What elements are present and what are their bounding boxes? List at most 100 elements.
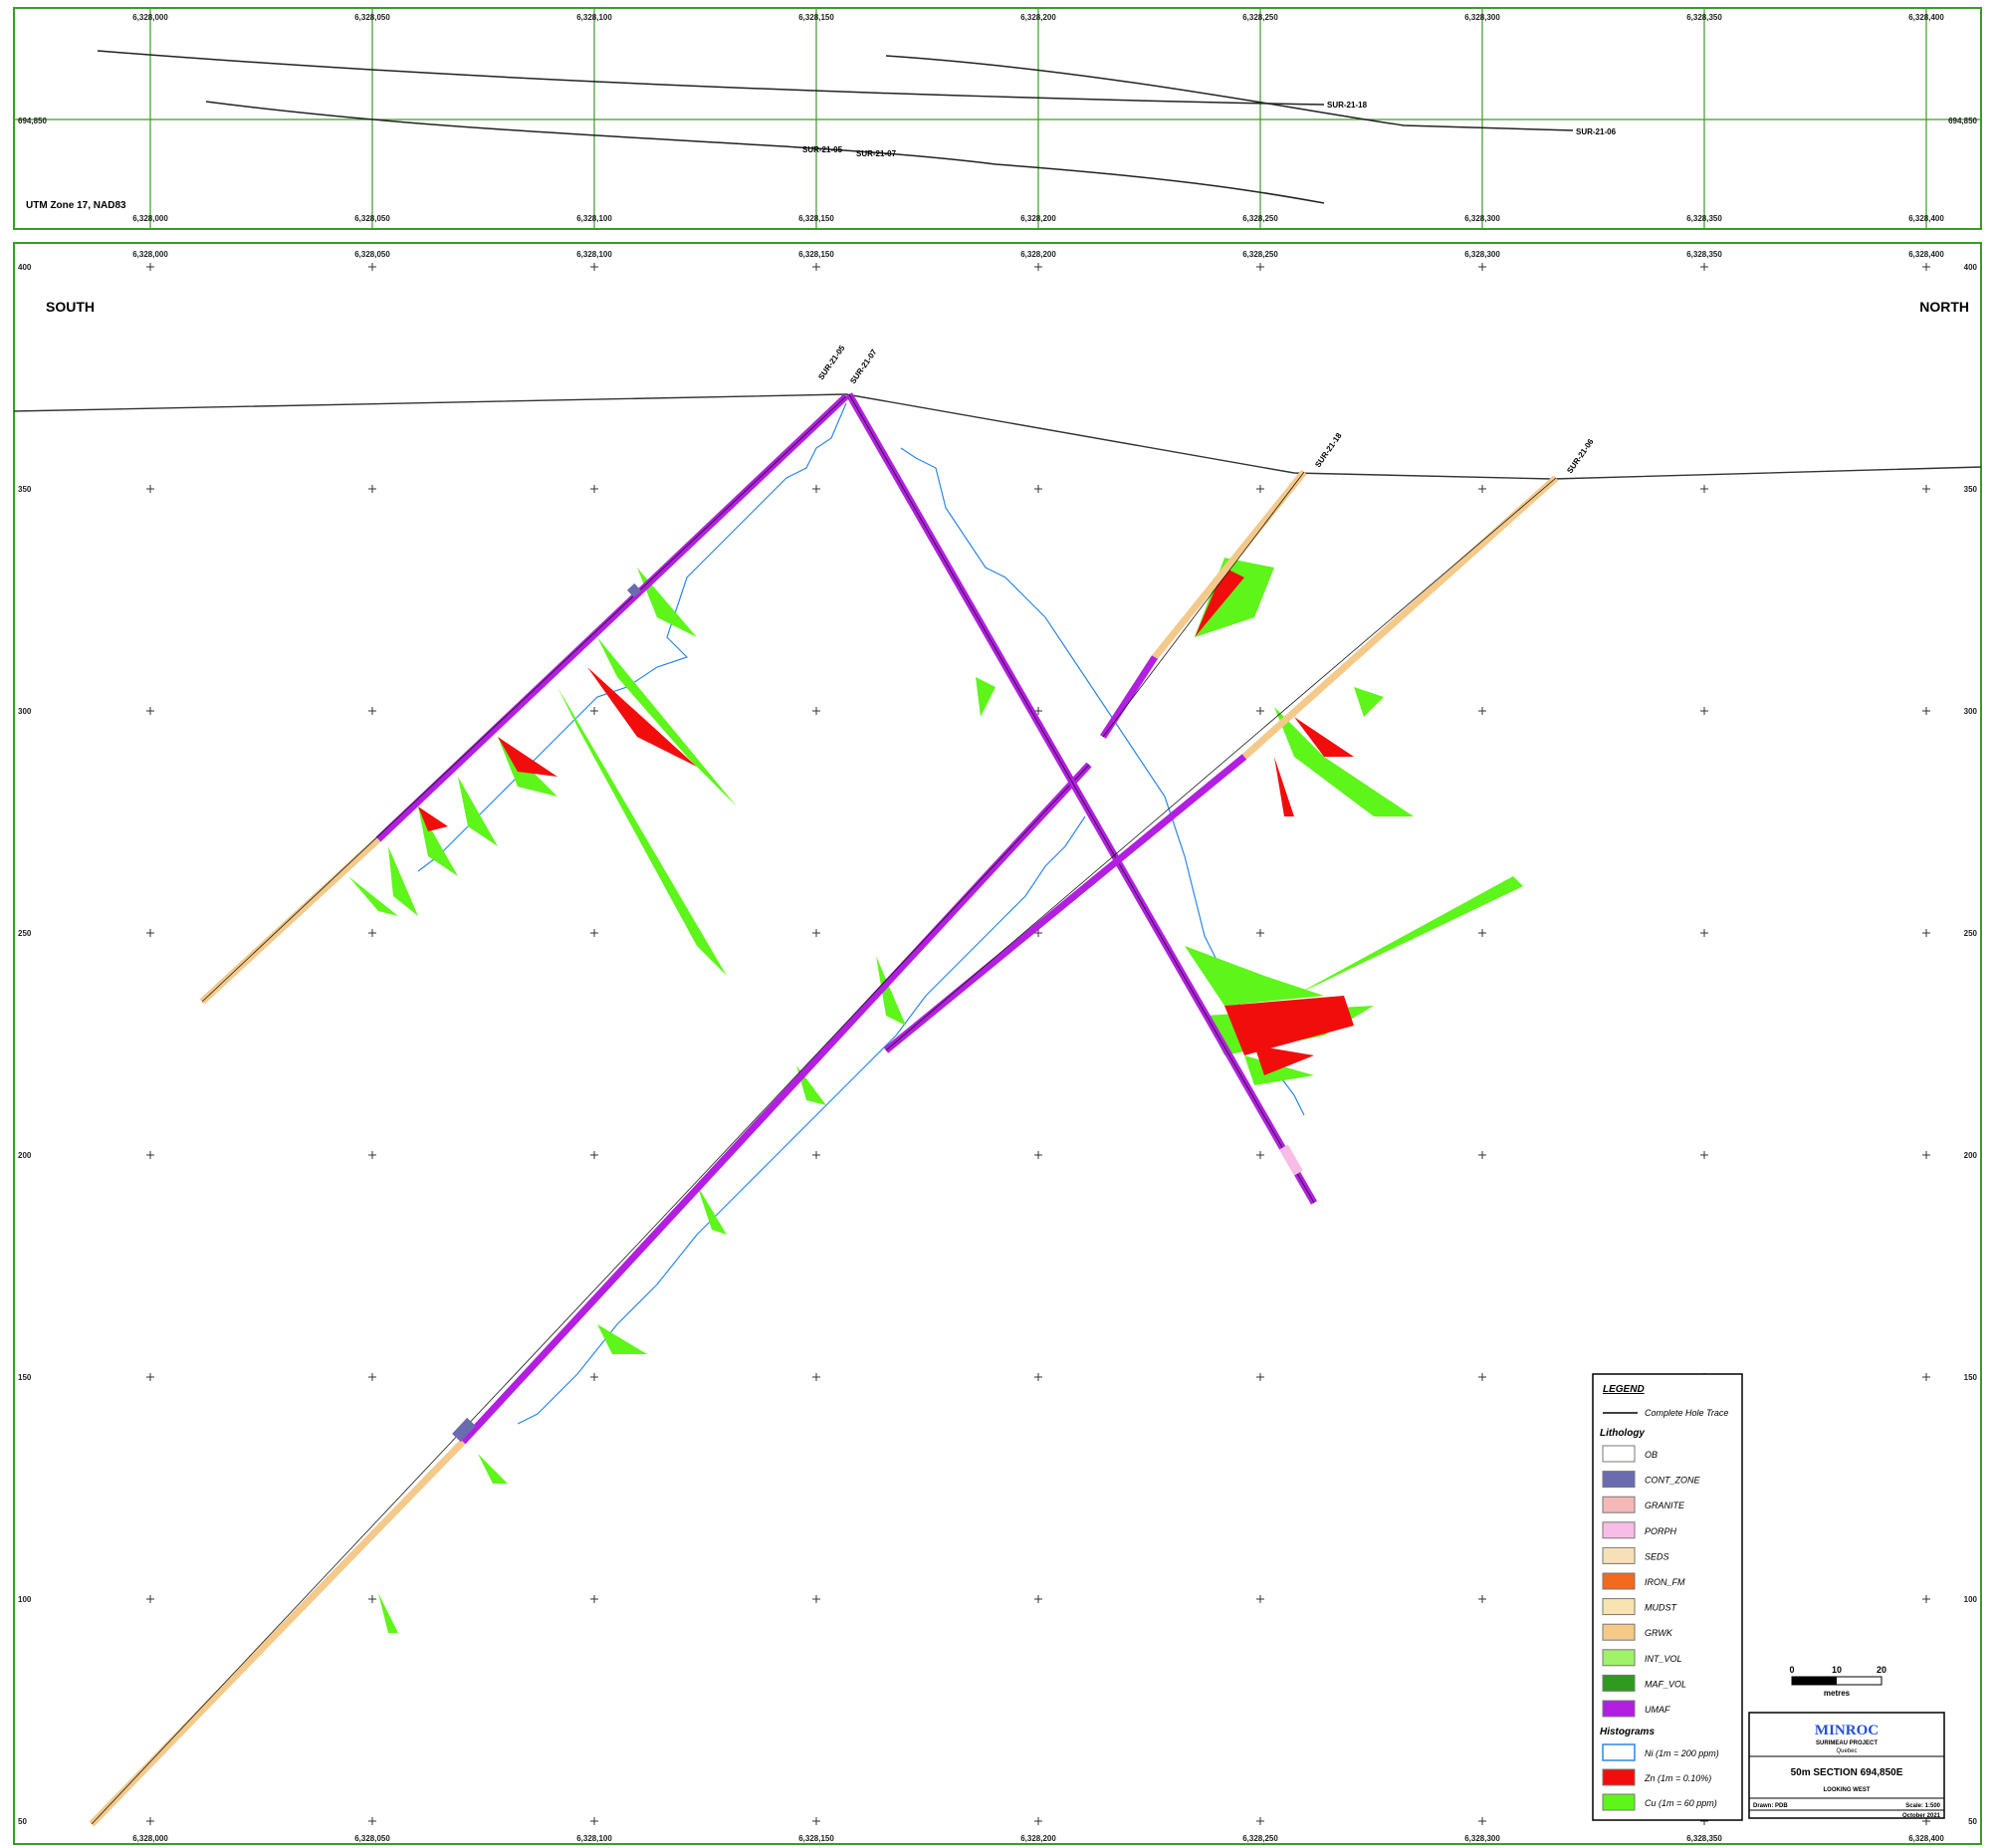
legend-swatch <box>1602 1649 1636 1667</box>
grid-cross <box>1034 1817 1042 1825</box>
section-easting-top: 6,328,000 6,328,050 6,328,100 6,328,150 … <box>132 250 1944 259</box>
grid-cross <box>1922 1373 1930 1381</box>
plan-tick-bottom: 6,328,300 <box>1464 214 1500 223</box>
legend-title: LEGEND <box>1603 1384 1645 1395</box>
scale-unit: metres <box>1824 1689 1851 1698</box>
grid-cross <box>1256 1151 1264 1159</box>
legend-lithology-list: OB CONT_ZONE GRANITE PORPH SEDS IRON_FM MUDST G… <box>1602 1445 1701 1718</box>
scale-tick: 10 <box>1832 1665 1842 1675</box>
grid-cross <box>1922 485 1930 493</box>
elev-tick-right: 400 <box>1964 263 1978 272</box>
plan-hole-label: SUR-21-05 <box>802 145 843 154</box>
grid-cross <box>1034 1595 1042 1603</box>
hole-trace-edge <box>201 395 847 1003</box>
collar-label: SUR-21-07 <box>848 347 879 385</box>
plan-tick-top: 6,328,300 <box>1464 13 1500 22</box>
grid-cross <box>812 485 820 493</box>
hole-trace-grwk <box>199 836 381 1005</box>
collar-label: SUR-21-18 <box>1313 431 1344 469</box>
legend-histogram-swatch <box>1602 1768 1636 1786</box>
section-tick-top: 6,328,200 <box>1020 250 1056 259</box>
legend-histogram-label: Ni (1m = 200 ppm) <box>1645 1748 1719 1758</box>
grid-cross <box>1478 1373 1486 1381</box>
legend-lithology-label: UMAF <box>1645 1705 1670 1715</box>
plan-tick-top: 6,328,400 <box>1908 13 1944 22</box>
legend-histogram-list: Ni (1m = 200 ppm) Zn (1m = 0.10%) Cu (1m =… <box>1602 1743 1719 1811</box>
plan-tick-bottom: 6,328,250 <box>1242 214 1278 223</box>
grid-cross <box>1034 485 1042 493</box>
plan-tick-bottom: 6,328,050 <box>354 214 390 223</box>
view-direction: LOOKING WEST <box>1824 1787 1871 1793</box>
plan-tick-top: 6,328,050 <box>354 13 390 22</box>
plan-hole-label: SUR-21-18 <box>1327 101 1368 110</box>
hole-trace-edge <box>1102 471 1305 738</box>
plan-tick-bottom: 6,328,200 <box>1020 214 1056 223</box>
grid-cross <box>1478 1817 1486 1825</box>
grid-cross <box>146 1373 154 1381</box>
grid-cross <box>368 1151 376 1159</box>
grid-cross <box>1256 1817 1264 1825</box>
elev-tick-left: 150 <box>18 1373 32 1382</box>
grid-cross <box>1034 929 1042 937</box>
scale-tick: 0 <box>1789 1665 1794 1675</box>
drawn-by: Drawn: PDB <box>1753 1803 1788 1809</box>
section-tick-bottom: 6,328,300 <box>1464 1834 1500 1843</box>
grid-cross <box>368 263 376 271</box>
ni-histogram <box>417 402 847 872</box>
section-tick-top: 6,328,050 <box>354 250 390 259</box>
grid-cross <box>146 485 154 493</box>
elev-tick-left: 300 <box>18 707 32 716</box>
elev-tick-right: 250 <box>1964 929 1978 938</box>
plan-tick-top: 6,328,150 <box>798 13 834 22</box>
grid-cross <box>368 1817 376 1825</box>
section-grid-crosses <box>146 263 1930 1825</box>
grid-cross <box>590 1817 598 1825</box>
cu-histogram <box>348 568 737 976</box>
hole-trace-edge <box>885 477 1557 1051</box>
section-tick-bottom: 6,328,250 <box>1242 1834 1278 1843</box>
histogram-sur-21-07-south <box>378 677 1086 1633</box>
north-label: NORTH <box>1919 299 1969 315</box>
hole-trace-umaf <box>460 762 1092 1445</box>
zn-histogram <box>1224 996 1354 1075</box>
plan-frame <box>13 7 1982 230</box>
legend-swatch <box>1602 1674 1636 1692</box>
plan-tick-top: 6,328,350 <box>1686 13 1722 22</box>
grid-cross <box>1478 707 1486 715</box>
grid-cross <box>590 707 598 715</box>
hole-trace-grwk <box>1152 469 1307 660</box>
grid-cross <box>368 1373 376 1381</box>
grid-cross <box>812 1817 820 1825</box>
plan-easting-bottom: 6,328,000 6,328,050 6,328,100 6,328,150 … <box>132 214 1944 223</box>
section-frame <box>13 242 1982 1845</box>
legend-swatch <box>1602 1572 1636 1590</box>
legend-lithology-label: PORPH <box>1645 1526 1677 1536</box>
legend-histogram-swatch <box>1602 1743 1636 1761</box>
plan-northing-right: 694,850 <box>1948 116 1977 125</box>
legend-lithology-label: GRANITE <box>1645 1501 1685 1510</box>
grid-cross <box>590 485 598 493</box>
grid-cross <box>1034 1151 1042 1159</box>
legend-swatch <box>1602 1546 1636 1564</box>
plan-hole-traces <box>97 50 1574 204</box>
grid-cross <box>1478 1151 1486 1159</box>
legend-trace-label: Complete Hole Trace <box>1645 1408 1728 1418</box>
hole-trace-grwk <box>1241 475 1559 760</box>
grid-cross <box>590 929 598 937</box>
legend-histogram-label: Cu (1m = 60 ppm) <box>1645 1798 1717 1808</box>
plan-hole-label: SUR-21-07 <box>856 149 897 158</box>
scale-bar: 0 10 20 metres <box>1789 1665 1886 1698</box>
elev-tick-left: 200 <box>18 1151 32 1160</box>
section-tick-bottom: 6,328,000 <box>132 1834 168 1843</box>
section-tick-top: 6,328,000 <box>132 250 168 259</box>
elev-tick-left: 50 <box>18 1817 27 1826</box>
collar-label: SUR-21-05 <box>816 344 847 381</box>
plan-trace-sur-21-06 <box>885 55 1574 131</box>
section-elevation-right: 400 350 300 250 200 150 100 50 <box>1964 263 1978 1826</box>
grid-cross <box>1256 1373 1264 1381</box>
grid-cross <box>1922 1151 1930 1159</box>
plan-tick-top: 6,328,200 <box>1020 13 1056 22</box>
grid-cross <box>812 263 820 271</box>
grid-cross <box>1922 929 1930 937</box>
